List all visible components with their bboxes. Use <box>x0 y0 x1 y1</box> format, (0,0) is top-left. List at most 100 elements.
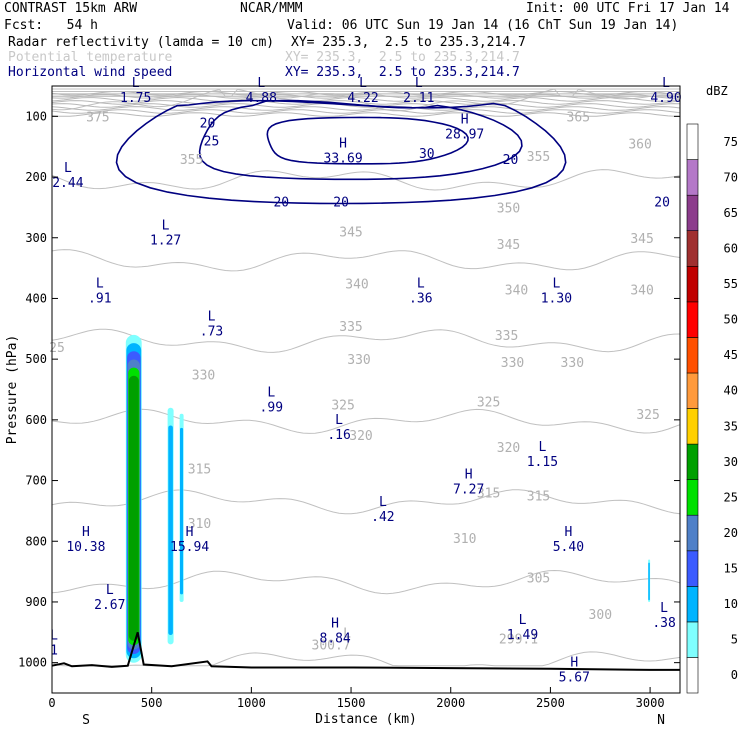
extremum-marker: H <box>339 137 347 152</box>
theta-contour-line <box>51 169 681 191</box>
extremum-value: 8.84 <box>319 631 350 646</box>
theta-contour-label: 355 <box>180 153 203 168</box>
y-tick-label: 300 <box>25 231 47 245</box>
theta-contour-line <box>51 408 681 434</box>
extremum-value: 15.94 <box>170 540 209 555</box>
y-tick-label: 400 <box>25 291 47 305</box>
x-tick-label: 0 <box>48 696 55 710</box>
field-name-reflectivity: Radar reflectivity (lamda = 10 cm) <box>8 35 275 50</box>
theta-contour-line <box>51 103 681 108</box>
theta-contour-label: 345 <box>630 232 653 247</box>
theta-contour-label: 320 <box>349 429 372 444</box>
extremum-marker: L <box>660 601 668 616</box>
extremum-value: .91 <box>88 291 111 306</box>
extremum-value: .42 <box>371 510 394 525</box>
extremum-marker: L <box>64 161 72 176</box>
valid-time: Valid: 06 UTC Sun 19 Jan 14 (16 ChT Sun … <box>287 18 679 33</box>
extremum-marker: L <box>257 76 265 91</box>
x-tick-label: 500 <box>141 696 163 710</box>
theta-contour-label: 345 <box>497 238 520 253</box>
theta-contour-label: 299.1 <box>499 632 538 647</box>
extremum-value: 4.90 <box>650 91 681 106</box>
extremum-value: 4.22 <box>347 91 378 106</box>
extremum-marker: L <box>335 413 343 428</box>
extremum-marker: L <box>538 440 546 455</box>
extremum-value: 5.40 <box>553 540 584 555</box>
colorbar-level-label: 60 <box>724 242 738 256</box>
theta-contour-line <box>51 90 681 96</box>
colorbar-level-label: 10 <box>724 597 738 611</box>
theta-contour-label: 305 <box>527 572 550 587</box>
extremum-marker: L <box>106 583 114 598</box>
theta-contour-line <box>51 651 681 667</box>
theta-contour-label: 330 <box>561 356 584 371</box>
extremum-marker: L <box>417 276 425 291</box>
reflectivity-cell <box>168 425 173 635</box>
extremum-marker: L <box>96 276 104 291</box>
wind-contour-line <box>266 116 469 165</box>
extremum-marker: L <box>208 310 216 325</box>
colorbar-swatch <box>686 550 699 587</box>
colorbar-level-label: 50 <box>724 313 738 327</box>
init-time: Init: 00 UTC Fri 17 Jan 14 <box>526 1 730 16</box>
extremum-value: 1.75 <box>120 91 151 106</box>
theta-contour-label: 340 <box>630 283 653 298</box>
terrain-profile <box>51 632 680 671</box>
field-xy-wind: XY= 235.3, 2.5 to 235.3,214.7 <box>285 65 520 80</box>
wind-contour-label: 20 <box>200 116 216 131</box>
extremum-marker: H <box>461 113 469 128</box>
wind-contour-label: 30 <box>419 147 435 162</box>
plot-frame <box>51 85 681 694</box>
theta-contour-label: 325 <box>477 396 500 411</box>
colorbar-swatch <box>686 372 699 409</box>
extremum-marker: H <box>82 525 90 540</box>
theta-contour-label: 315 <box>477 487 500 502</box>
model-title: CONTRAST 15km ARW <box>4 1 138 16</box>
theta-contour-line <box>51 106 681 111</box>
theta-contour-label: 330 <box>347 353 370 368</box>
colorbar-swatch <box>686 443 699 481</box>
colorbar-swatch <box>686 194 699 232</box>
extremum-marker: L <box>519 613 527 628</box>
wind-speed-contours <box>115 99 567 205</box>
theta-contour-label: 335 <box>339 320 362 335</box>
extremum-value: 33.69 <box>324 152 363 167</box>
theta-contour-label: 315 <box>188 462 211 477</box>
theta-contour-line <box>51 328 681 353</box>
theta-contour-label: 350 <box>497 201 520 216</box>
colorbar-level-label: 15 <box>724 562 738 576</box>
theta-contours <box>51 88 681 667</box>
forecast-hour: Fcst: 54 h <box>4 18 98 33</box>
reflectivity-cell <box>648 562 650 601</box>
y-axis-label: Pressure (hPa) <box>5 335 20 445</box>
colorbar-level-label: 5 <box>731 633 738 647</box>
extremum-value: 1.27 <box>150 234 181 249</box>
colorbar-swatch <box>686 337 699 374</box>
wind-contour-label: 20 <box>654 195 670 210</box>
y-tick-label: 1000 <box>18 656 47 670</box>
x-tick-label: 2000 <box>436 696 465 710</box>
colorbar-swatch <box>686 301 699 338</box>
theta-contour-label: 335 <box>495 329 518 344</box>
extremum-marker: L <box>162 219 170 234</box>
colorbar-swatch <box>686 408 699 445</box>
colorbar-swatch <box>686 657 699 694</box>
theta-contour-label: 340 <box>505 283 528 298</box>
field-xy-theta: XY= 235.3, 2.5 to 235.3,214.7 <box>285 50 520 65</box>
colorbar-level-label: 65 <box>724 206 738 220</box>
extremum-marker: L <box>359 76 367 91</box>
theta-contour-line <box>51 249 681 272</box>
extremum-marker: L <box>415 76 423 91</box>
theta-contour-label: 300 <box>589 608 612 623</box>
extremum-value: 2.67 <box>94 598 125 613</box>
theta-contour-label: 25 <box>49 341 65 356</box>
terrain-line <box>51 632 680 671</box>
extremum-marker: L <box>379 495 387 510</box>
colorbar-unit-label: dBZ <box>706 84 728 98</box>
y-tick-label: 500 <box>25 352 47 366</box>
wind-contour-label: 20 <box>333 195 349 210</box>
extremum-marker: L <box>662 76 670 91</box>
x-tick-label: 3000 <box>636 696 665 710</box>
